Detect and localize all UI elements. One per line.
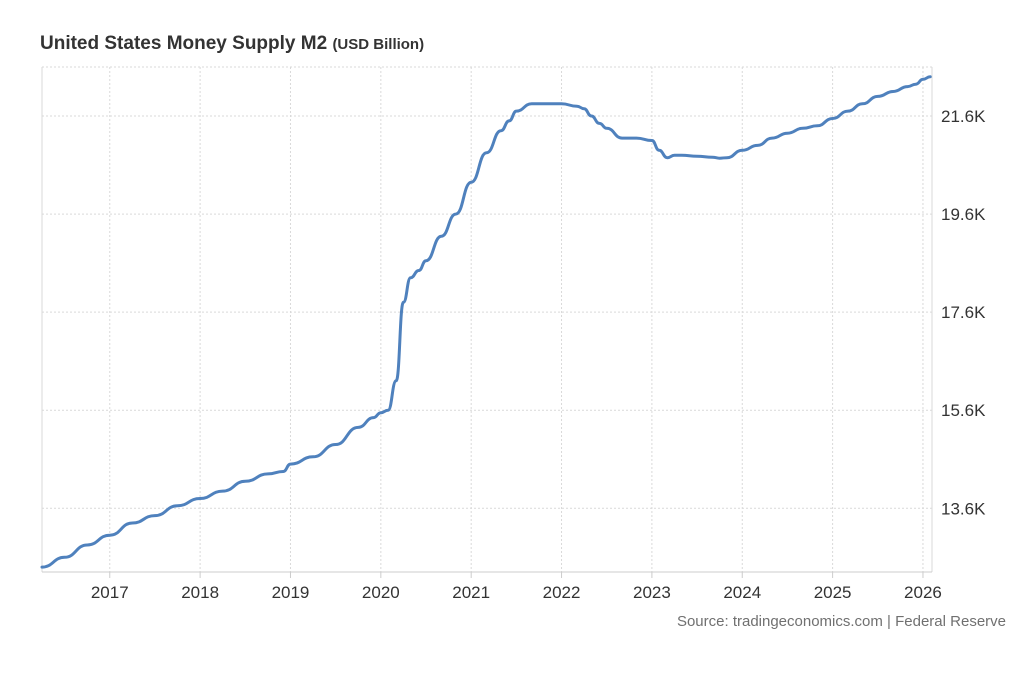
x-tick-label: 2022 <box>543 583 581 602</box>
y-tick-label: 13.6K <box>941 499 986 518</box>
chart-title-text: United States Money Supply M2 <box>40 33 328 54</box>
grid-lines <box>42 66 932 572</box>
x-tick-label: 2021 <box>452 583 490 602</box>
y-tick-label: 19.6K <box>941 205 986 224</box>
x-tick-label: 2018 <box>181 583 219 602</box>
y-tick-label: 15.6K <box>941 401 986 420</box>
tick-labels: 13.6K 15.6K 17.6K 19.6K 21.6K 2017 2018 2019 202… <box>91 107 986 602</box>
x-tick-label: 2026 <box>904 583 942 602</box>
x-tick-label: 2023 <box>633 583 671 602</box>
x-tick-label: 2024 <box>723 583 761 602</box>
m2-series-line <box>40 75 932 569</box>
x-tick-label: 2017 <box>91 583 129 602</box>
x-tick-label: 2025 <box>814 583 852 602</box>
y-tick-label: 17.6K <box>941 303 986 322</box>
chart-title: United States Money Supply M2 (USD Billi… <box>40 33 424 55</box>
y-tick-label: 21.6K <box>941 107 986 126</box>
x-tick-label: 2019 <box>272 583 310 602</box>
chart-unit-label: (USD Billion) <box>332 36 425 53</box>
axis-lines <box>41 67 933 578</box>
series-layer <box>40 75 932 569</box>
source-note: Source: tradingeconomics.com | Federal R… <box>676 613 1006 630</box>
x-tick-label: 2020 <box>362 583 400 602</box>
